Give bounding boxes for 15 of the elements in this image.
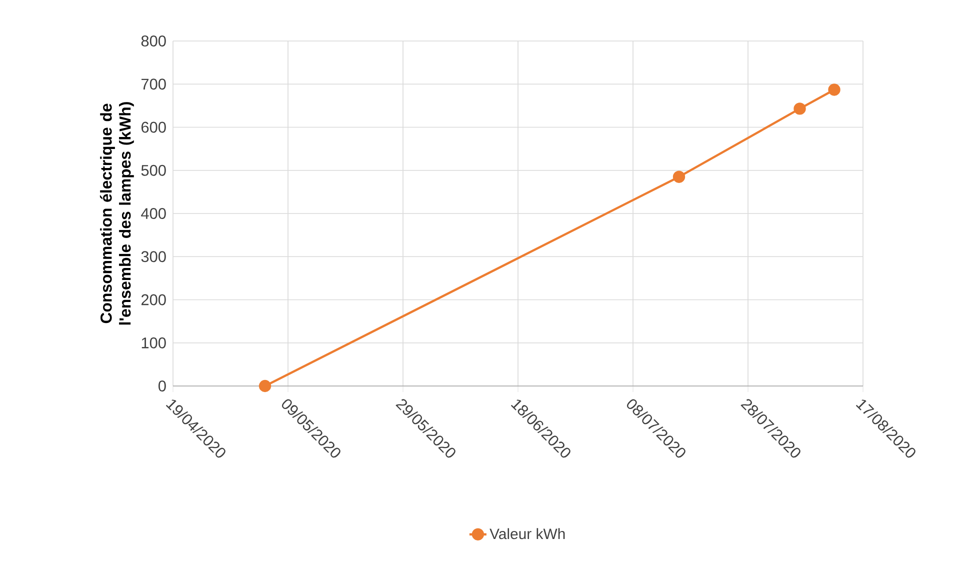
y-tick-label: 200 [142, 294, 166, 306]
legend-label: Valeur kWh [490, 528, 565, 540]
point [794, 102, 806, 115]
point [672, 170, 686, 183]
point [258, 380, 272, 392]
y-tick-label: 600 [142, 122, 166, 133]
y-tick-label: 400 [141, 208, 166, 219]
y-tick-label: 100 [142, 337, 166, 348]
y-tick-label: 500 [141, 164, 166, 176]
y-tick-label: 0 [158, 380, 166, 392]
y-tick-label: 700 [142, 78, 166, 90]
y-tick-label: 800 [141, 36, 166, 46]
y-tick-label: 300 [141, 251, 166, 262]
point [828, 84, 840, 96]
y-axis-title: Consommation électrique de l'ensemble des lampes (kWh) [100, 102, 134, 325]
